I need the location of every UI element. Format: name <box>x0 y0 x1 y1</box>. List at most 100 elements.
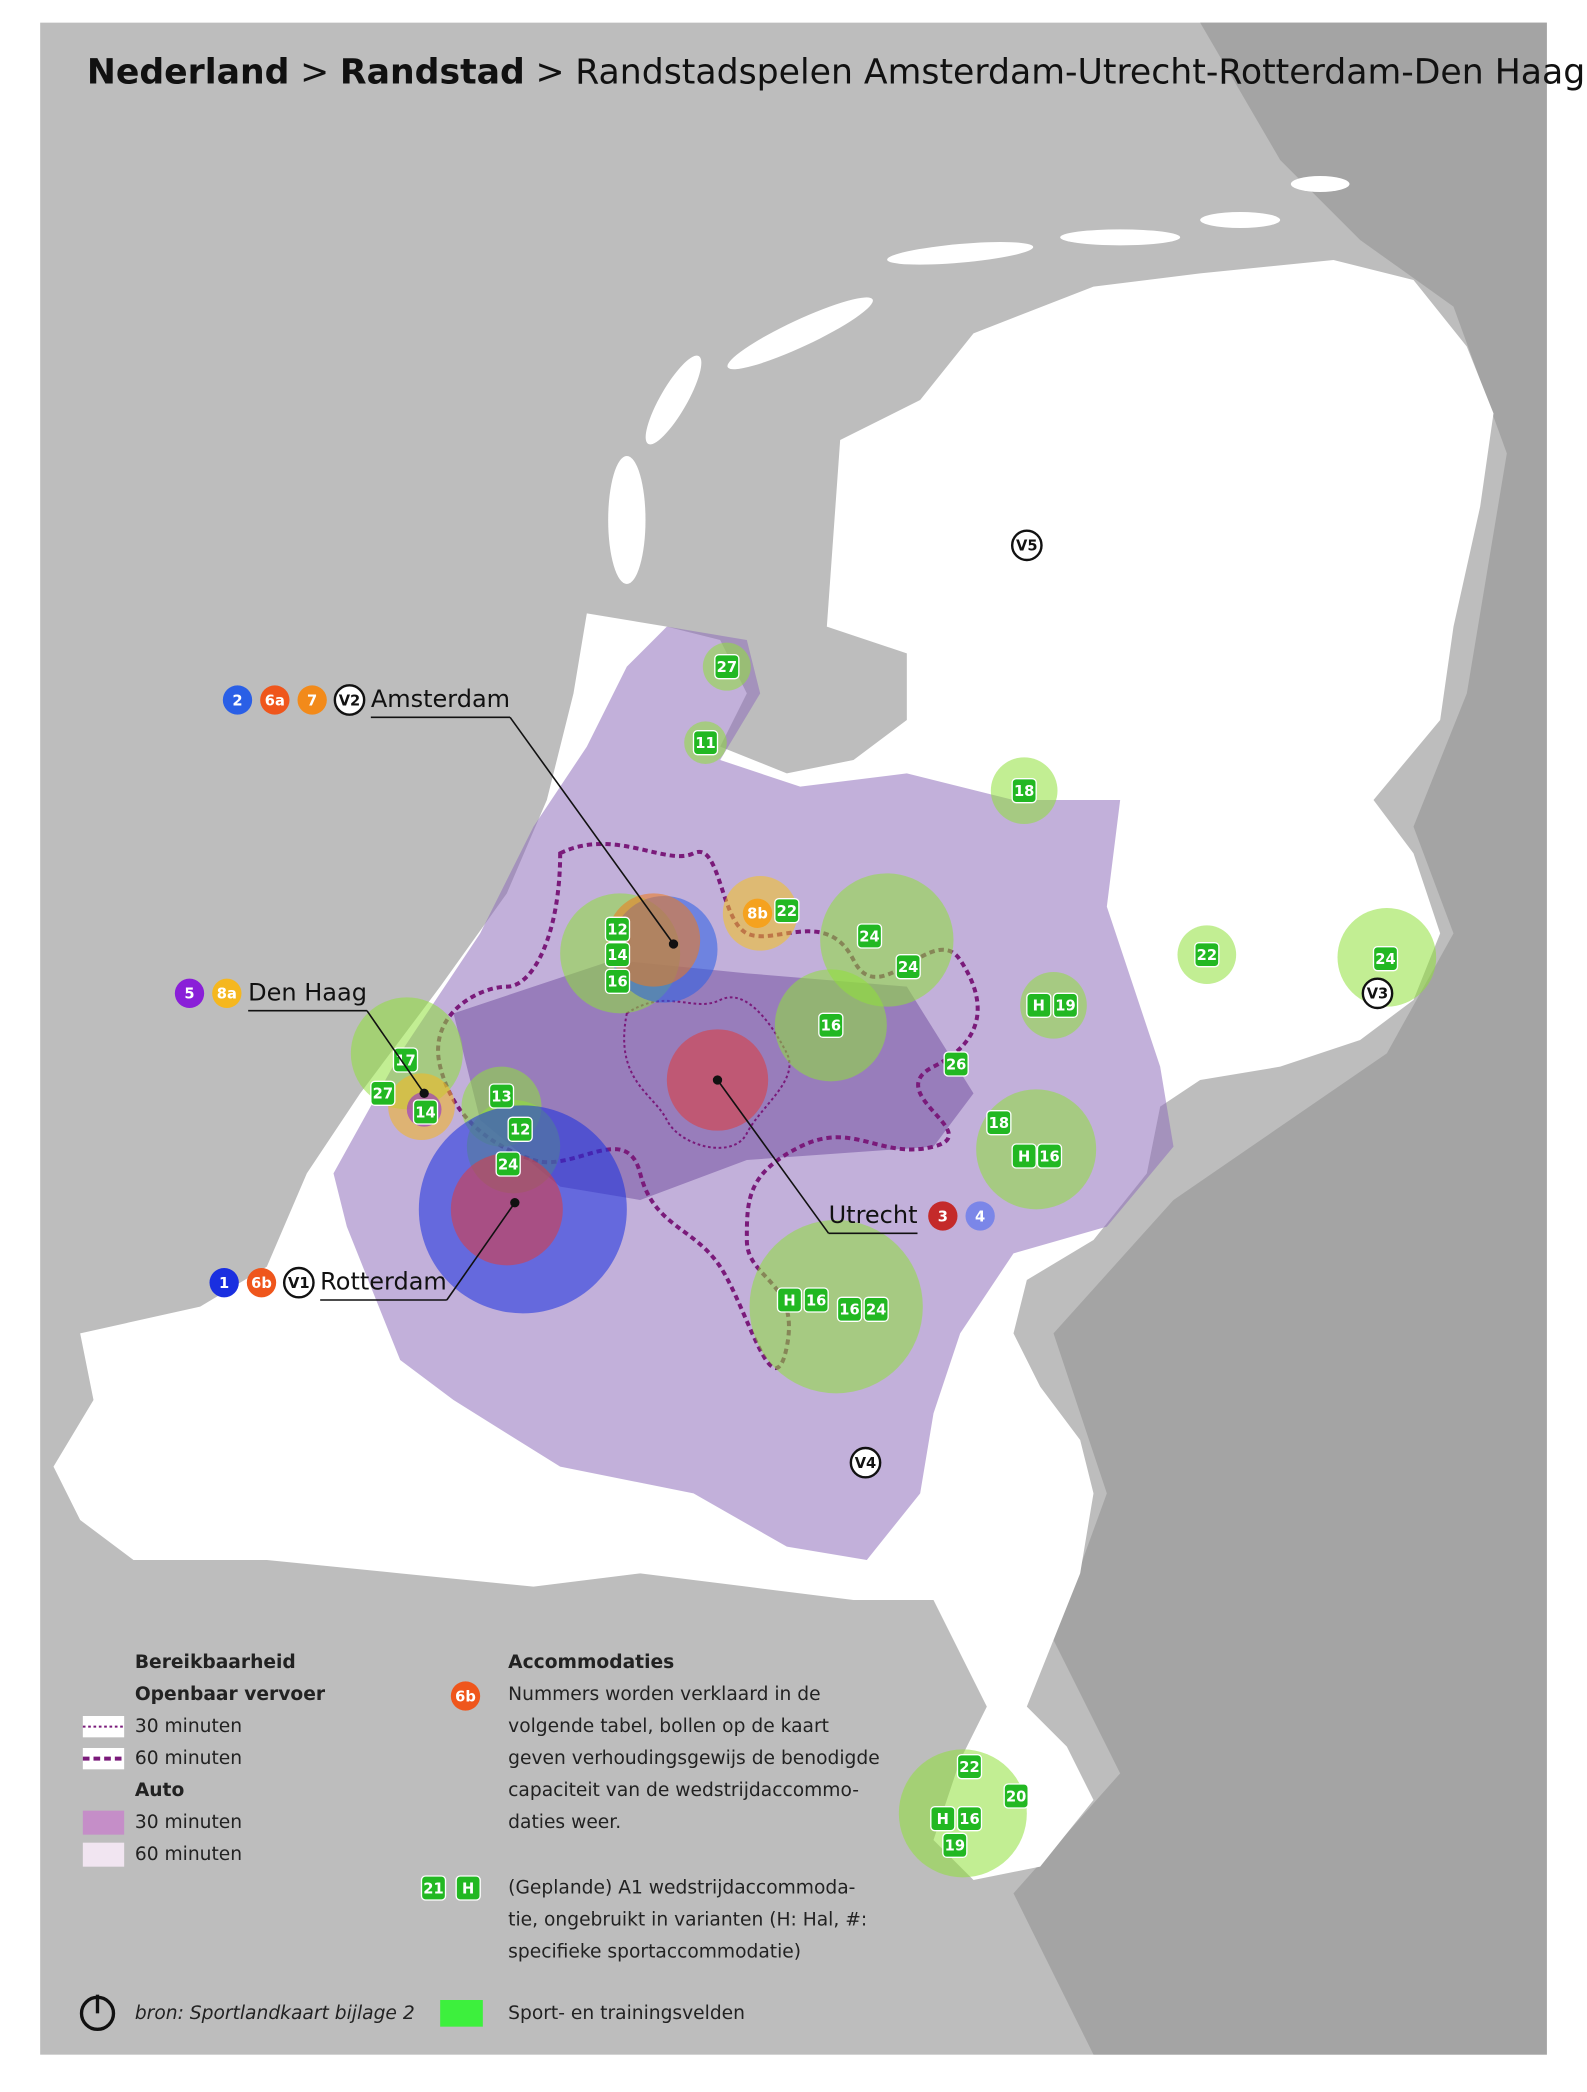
badge <box>333 684 366 716</box>
legend-text: (Geplande) A1 wedstrijdaccommoda-tie, on… <box>508 1878 867 1963</box>
site-label: 20 <box>1006 1788 1026 1805</box>
site-badge <box>863 1296 889 1322</box>
site-badge <box>803 1287 829 1313</box>
legend: Bereikbaarheid Openbaar vervoer 30 minut… <box>79 1652 880 2031</box>
legend-text-line: specifieke sportaccommodatie) <box>508 1942 801 1963</box>
site-badge <box>943 1051 969 1077</box>
site-label: 11 <box>695 735 715 752</box>
legend-text-line: tie, ongebruikt in varianten (H: Hal, #: <box>508 1910 867 1931</box>
site-label: H <box>462 1880 474 1897</box>
site-badge <box>776 1287 803 1313</box>
variant-label: V3 <box>1367 986 1389 1003</box>
legend-text-line: (Geplande) A1 wedstrijdaccommoda- <box>508 1878 855 1899</box>
site-badge <box>1052 992 1079 1018</box>
site-badge <box>774 898 800 924</box>
site-label: H <box>1018 1148 1030 1165</box>
badge-label: 7 <box>307 692 317 709</box>
city-dot <box>510 1198 520 1208</box>
badge-label: 4 <box>975 1208 985 1225</box>
site-label: 27 <box>373 1086 393 1103</box>
badge <box>297 685 327 715</box>
legend-label: Sport- en trainingsvelden <box>508 2003 745 2024</box>
badge-label: 6b <box>455 1688 476 1705</box>
breadcrumb-separator: > <box>300 52 329 92</box>
city-name: Rotterdam <box>320 1268 447 1296</box>
capacity-circle <box>606 893 701 987</box>
legend-label: 60 minuten <box>135 1748 242 1769</box>
site-badge <box>1011 778 1037 804</box>
site-badge <box>836 1296 863 1322</box>
site-label: 16 <box>1039 1148 1059 1165</box>
badge-label: 2 <box>232 692 242 709</box>
site-badge <box>1036 1143 1063 1169</box>
site-label: 24 <box>498 1156 518 1173</box>
legend-swatch <box>82 1810 125 1835</box>
site-badge <box>856 923 883 949</box>
breadcrumb-subject: Randstadspelen Amsterdam-Utrecht-Rotterd… <box>575 52 1585 92</box>
badge <box>174 978 205 1008</box>
city-dot <box>419 1088 429 1098</box>
legend-text-line: geven verhoudingsgewijs de benodigde <box>508 1748 880 1769</box>
site-label: H <box>783 1292 795 1309</box>
site-badge <box>507 1116 533 1142</box>
breadcrumb-country: Nederland <box>87 52 290 92</box>
site-badge <box>488 1083 515 1109</box>
site-label: 21 <box>423 1880 443 1897</box>
legend-text-line: volgende tabel, bollen op de kaart <box>508 1716 829 1737</box>
city-name: Amsterdam <box>371 685 510 713</box>
site-label: 12 <box>510 1122 530 1139</box>
legend-title: Bereikbaarheid <box>135 1652 296 1673</box>
capacity-circle <box>450 1153 563 1266</box>
badge-label: 3 <box>938 1208 948 1225</box>
site-badge <box>895 954 921 980</box>
source: bron: Sportlandkaart bijlage 2 <box>135 2003 415 2024</box>
site-label: 19 <box>945 1838 965 1855</box>
variant-label: V4 <box>855 1455 877 1472</box>
site-label: 14 <box>415 1104 435 1121</box>
legend-swatch <box>440 2000 483 2027</box>
badge <box>282 1266 315 1299</box>
site-badge <box>956 1805 983 1832</box>
badge <box>260 685 290 715</box>
variant-badge <box>849 1446 882 1479</box>
site-label: 27 <box>717 659 737 676</box>
site-badge <box>714 654 740 680</box>
badge-label: 6b <box>251 1275 272 1292</box>
capacity-circle <box>749 1220 923 1394</box>
badge <box>212 978 242 1008</box>
badge-label: V1 <box>288 1275 310 1292</box>
badge-label: 5 <box>184 986 194 1003</box>
legend-text-line: Nummers worden verklaard in de <box>508 1684 820 1705</box>
site-label: 16 <box>959 1811 979 1828</box>
site-label: 22 <box>777 903 797 920</box>
site-label: 26 <box>946 1056 966 1073</box>
legend-swatch <box>82 1748 125 1770</box>
site-badge <box>604 916 631 942</box>
site-badge <box>942 1832 968 1858</box>
site-badge <box>412 1099 439 1125</box>
city-dot <box>712 1075 723 1085</box>
badge <box>450 1681 481 1711</box>
badge <box>209 1268 239 1298</box>
site-label: 18 <box>989 1115 1009 1132</box>
legend-title: Accommodaties <box>508 1652 674 1673</box>
site-label: 16 <box>806 1292 826 1309</box>
site-badge <box>930 1805 956 1832</box>
badge <box>965 1201 995 1231</box>
legend-label: 30 minuten <box>135 1716 242 1737</box>
badge <box>928 1201 958 1231</box>
site-badge <box>1194 942 1220 968</box>
breadcrumb-region: Randstad <box>340 52 525 92</box>
city-leader <box>509 716 675 945</box>
legend-label: 60 minuten <box>135 1844 242 1865</box>
legend-subtitle: Openbaar vervoer <box>135 1684 326 1705</box>
site-badge <box>1003 1783 1029 1809</box>
badge-label: 8b <box>747 906 768 923</box>
breadcrumb: Nederland > Randstad > Randstadspelen Amster… <box>87 52 1585 92</box>
site-badge <box>392 1047 419 1073</box>
variant-badge <box>1361 977 1394 1010</box>
city-name: Den Haag <box>248 978 367 1006</box>
site-badge <box>818 1012 844 1038</box>
site-label: 13 <box>491 1088 511 1105</box>
variant-badge <box>1010 529 1043 562</box>
